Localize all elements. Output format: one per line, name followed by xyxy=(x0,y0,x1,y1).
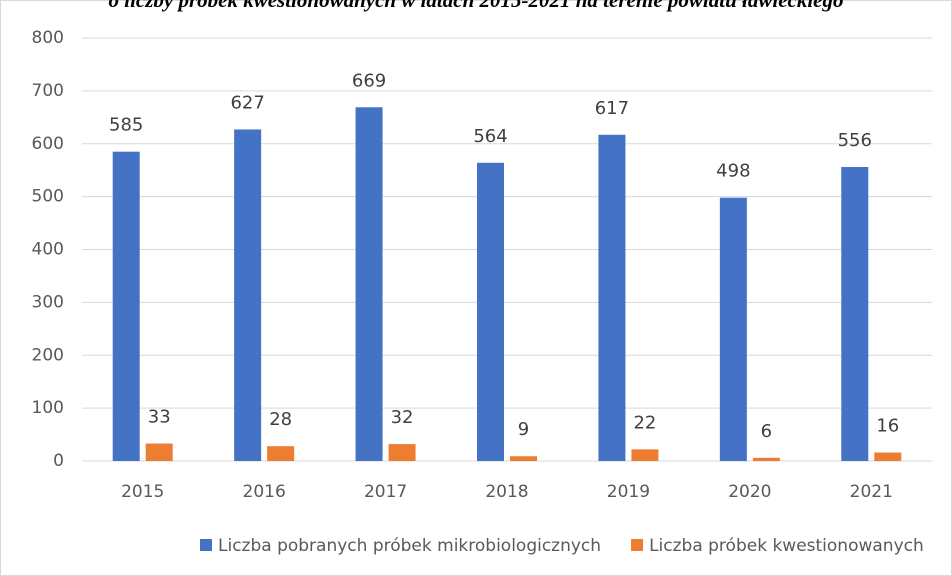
bar xyxy=(841,167,869,461)
bar xyxy=(267,446,295,461)
y-tick-label: 200 xyxy=(32,345,64,365)
bar xyxy=(598,134,626,462)
y-tick-label: 700 xyxy=(32,81,64,101)
x-tick-label: 2018 xyxy=(485,482,528,502)
bar xyxy=(234,129,262,461)
bar xyxy=(388,444,416,461)
x-tick-label: 2019 xyxy=(607,482,650,502)
bar xyxy=(477,162,504,461)
bar xyxy=(112,151,140,461)
value-label: 22 xyxy=(633,412,656,433)
y-tick-label: 0 xyxy=(53,451,64,471)
value-label: 564 xyxy=(473,126,507,147)
value-label: 617 xyxy=(595,98,629,119)
value-label: 556 xyxy=(838,130,872,151)
value-label: 627 xyxy=(230,92,264,113)
y-tick-label: 400 xyxy=(32,240,64,260)
y-tick-label: 100 xyxy=(32,398,64,418)
x-tick-label: 2015 xyxy=(121,482,164,502)
x-tick-label: 2016 xyxy=(243,482,286,502)
x-tick-label: 2020 xyxy=(728,482,771,502)
value-label: 28 xyxy=(269,409,292,430)
value-label: 32 xyxy=(391,407,414,428)
legend-label: Liczba pobranych próbek mikrobiologiczny… xyxy=(218,536,601,556)
x-tick-label: 2017 xyxy=(364,482,407,502)
bar xyxy=(510,456,537,461)
value-label: 498 xyxy=(716,161,750,182)
value-label: 9 xyxy=(518,419,529,440)
legend-swatch xyxy=(200,539,212,551)
bar xyxy=(145,443,173,461)
chart-title: o liczby próbek kwestionowanych w latach… xyxy=(109,0,844,12)
value-label: 33 xyxy=(148,407,171,428)
x-tick-label: 2021 xyxy=(850,482,893,502)
y-tick-label: 300 xyxy=(32,292,64,312)
legend-label: Liczba próbek kwestionowanych xyxy=(649,536,924,556)
bar xyxy=(874,452,902,461)
y-tick-label: 800 xyxy=(32,28,64,48)
bar xyxy=(719,197,747,461)
bar xyxy=(752,457,780,461)
value-label: 585 xyxy=(109,115,143,136)
y-tick-label: 500 xyxy=(32,187,64,207)
legend-swatch xyxy=(631,539,644,551)
bar xyxy=(355,107,383,462)
value-label: 669 xyxy=(352,70,386,91)
bar xyxy=(631,449,659,461)
value-label: 16 xyxy=(876,416,899,437)
y-tick-label: 600 xyxy=(32,134,64,154)
value-label: 6 xyxy=(761,421,772,442)
